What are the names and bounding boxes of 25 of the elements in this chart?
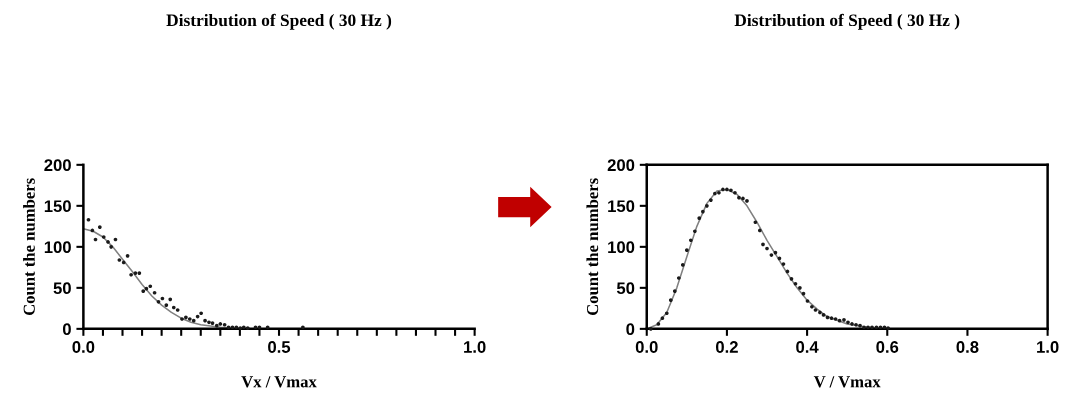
x-tick-label: 0.4 <box>796 341 819 353</box>
y-tick-label: 0 <box>626 323 635 336</box>
chart-title: Distribution of Speed ( 30 Hz ) <box>166 13 392 30</box>
x-tick-label: 0.0 <box>72 341 95 353</box>
x-tick-label: 0.8 <box>956 341 979 353</box>
y-tick-label: 150 <box>44 200 71 213</box>
y-tick-label: 200 <box>44 159 71 172</box>
x-axis-title: V / Vmax <box>813 376 881 388</box>
x-tick-label: 0.0 <box>635 341 658 353</box>
y-tick-label: 100 <box>44 241 71 254</box>
y-tick-label: 100 <box>608 241 635 254</box>
y-tick-label: 150 <box>608 200 635 213</box>
x-tick-label: 0.5 <box>268 341 291 353</box>
y-axis-title: Count the numbers <box>23 178 35 316</box>
x-tick-label: 1.0 <box>464 341 486 353</box>
y-axis-title: Count the numbers <box>586 178 599 316</box>
x-tick-label: 0.2 <box>716 341 738 353</box>
y-tick-label: 50 <box>53 282 71 295</box>
x-tick-label: 1.0 <box>1037 341 1059 353</box>
chart-title: Distribution of Speed ( 30 Hz ) <box>734 13 960 30</box>
y-tick-label: 0 <box>62 323 71 336</box>
x-axis-title: Vx / Vmax <box>241 376 317 388</box>
x-tick-label: 0.6 <box>876 341 899 353</box>
y-tick-label: 50 <box>616 282 635 295</box>
y-tick-label: 200 <box>607 159 635 172</box>
